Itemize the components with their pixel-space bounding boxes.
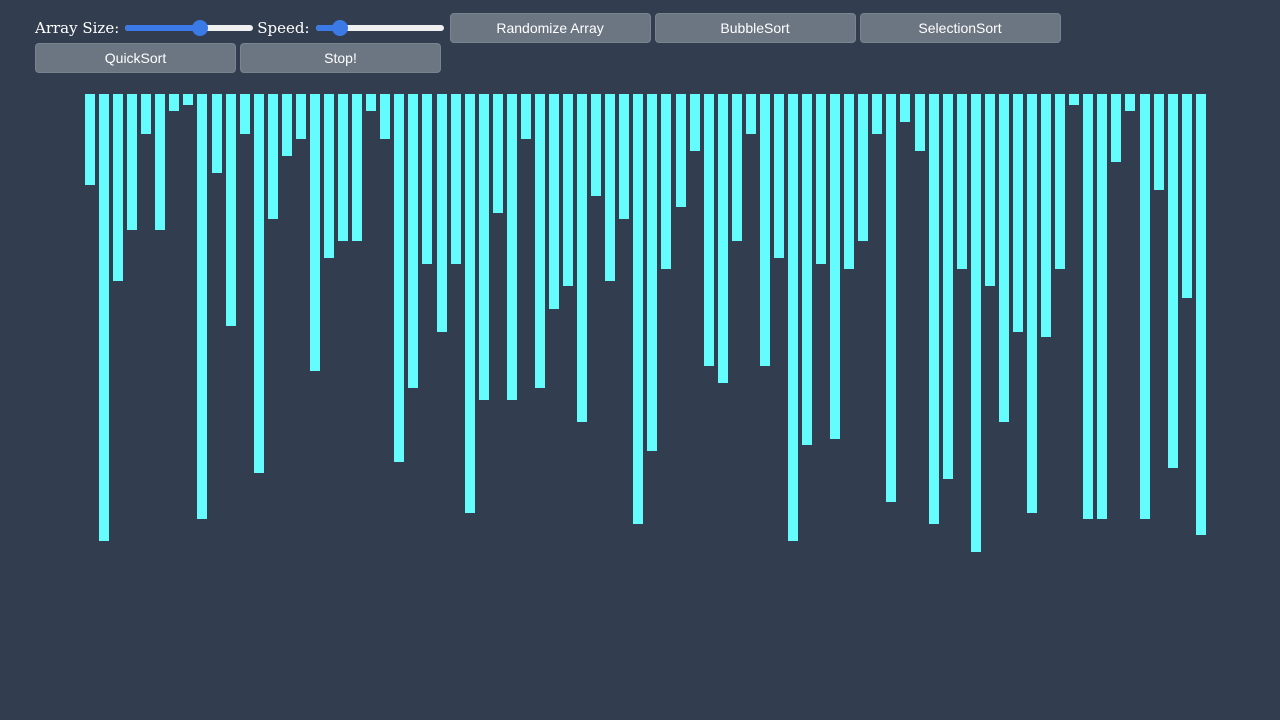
- array-bar: [169, 94, 180, 111]
- array-bar: [633, 94, 644, 525]
- array-bar: [872, 94, 883, 134]
- array-bar: [802, 94, 813, 445]
- array-bar: [1181, 94, 1192, 298]
- array-bar: [253, 94, 264, 474]
- array-bar: [605, 94, 616, 281]
- array-size-fill: [125, 25, 201, 31]
- array-bar: [281, 94, 292, 157]
- array-bar: [1041, 94, 1052, 338]
- array-bar: [675, 94, 686, 208]
- speed-slider[interactable]: [315, 13, 444, 43]
- speed-thumb[interactable]: [332, 20, 349, 36]
- array-bar: [113, 94, 124, 281]
- array-bar: [85, 94, 95, 185]
- array-bar: [1055, 94, 1066, 270]
- array-bar: [450, 94, 461, 264]
- array-bar: [197, 94, 208, 519]
- array-bar: [309, 94, 320, 372]
- array-bar: [338, 94, 349, 242]
- array-bar: [1167, 94, 1178, 468]
- array-bar: [816, 94, 827, 264]
- array-bar: [928, 94, 939, 525]
- array-bar: [436, 94, 447, 332]
- array-bar: [717, 94, 728, 383]
- array-size-thumb[interactable]: [192, 20, 209, 36]
- array-bar: [1139, 94, 1150, 519]
- selection-sort-button[interactable]: SelectionSort: [859, 13, 1061, 43]
- array-bar: [380, 94, 391, 140]
- array-size-label: Array Size:: [35, 19, 120, 37]
- array-bar: [914, 94, 925, 151]
- array-bar: [352, 94, 363, 242]
- array-bar: [408, 94, 419, 389]
- array-bar: [1195, 94, 1206, 536]
- array-bar: [619, 94, 630, 219]
- array-bar: [942, 94, 953, 479]
- array-bar: [1069, 94, 1080, 106]
- array-bar: [591, 94, 602, 196]
- array-bar: [422, 94, 433, 264]
- controls-bar: Array Size: Speed: Randomize Array Bubbl…: [35, 13, 1245, 73]
- array-bar: [689, 94, 700, 151]
- array-bar: [1027, 94, 1038, 513]
- array-bar: [1125, 94, 1136, 111]
- array-bar: [1097, 94, 1108, 519]
- array-bar: [324, 94, 335, 259]
- array-bar: [998, 94, 1009, 423]
- array-bar: [830, 94, 841, 440]
- array-bar: [1012, 94, 1023, 332]
- array-bar: [563, 94, 574, 287]
- array-bar: [661, 94, 672, 270]
- array-bar: [211, 94, 222, 174]
- array-bar: [99, 94, 110, 542]
- array-bar: [1083, 94, 1094, 519]
- array-bar: [1153, 94, 1164, 191]
- array-bar: [225, 94, 236, 327]
- bubble-sort-button[interactable]: BubbleSort: [654, 13, 856, 43]
- speed-label: Speed:: [257, 19, 310, 37]
- array-bar: [970, 94, 981, 553]
- array-bar: [295, 94, 306, 140]
- array-bar: [745, 94, 756, 134]
- array-size-slider[interactable]: [125, 13, 254, 43]
- array-bar: [858, 94, 869, 242]
- array-bar: [647, 94, 658, 451]
- array-bar: [267, 94, 278, 219]
- array-bar: [900, 94, 911, 123]
- array-bar: [239, 94, 250, 134]
- stop-button[interactable]: Stop!: [240, 43, 441, 73]
- array-bar: [520, 94, 531, 140]
- array-bar: [773, 94, 784, 259]
- quick-sort-button[interactable]: QuickSort: [35, 43, 236, 73]
- speed-track: [315, 25, 444, 31]
- array-bar: [492, 94, 503, 213]
- randomize-array-button[interactable]: Randomize Array: [449, 13, 651, 43]
- array-bar: [759, 94, 770, 366]
- array-bar: [984, 94, 995, 287]
- array-bar: [394, 94, 405, 462]
- array-bar: [886, 94, 897, 502]
- speed-fill: [315, 25, 341, 31]
- array-bar: [141, 94, 152, 134]
- array-bar: [366, 94, 377, 111]
- array-bars: [85, 94, 1207, 654]
- array-bar: [548, 94, 559, 310]
- array-bar: [506, 94, 517, 400]
- array-bar: [788, 94, 798, 542]
- array-bar: [127, 94, 138, 230]
- array-bar: [478, 94, 489, 400]
- array-bar: [1111, 94, 1122, 162]
- array-bar: [534, 94, 545, 389]
- array-bar: [577, 94, 588, 423]
- array-bar: [183, 94, 194, 106]
- array-bar: [703, 94, 714, 366]
- array-bar: [956, 94, 967, 270]
- array-bar: [464, 94, 475, 513]
- array-bar: [155, 94, 166, 230]
- array-bar: [731, 94, 742, 242]
- array-bar: [844, 94, 855, 270]
